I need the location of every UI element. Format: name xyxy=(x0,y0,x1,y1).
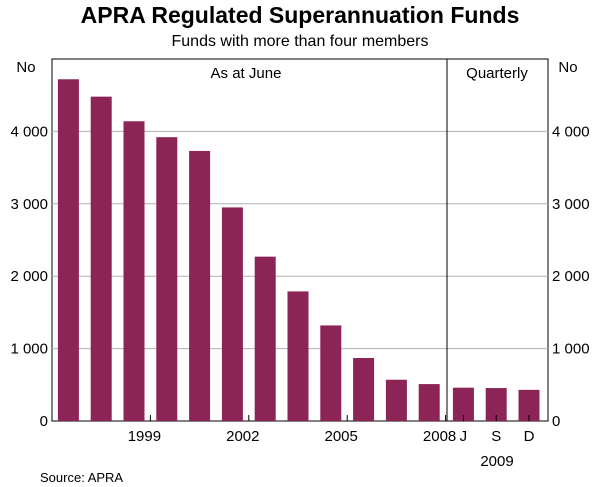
chart-title: APRA Regulated Superannuation Funds xyxy=(81,2,520,28)
bar-1998 xyxy=(90,96,112,421)
y-tick-label-right: 4 000 xyxy=(552,123,590,140)
axis-ticks: 0 0 1 000 1 000 2 000 2 000 3 000 3 000 4 000 4 0… xyxy=(10,123,589,445)
y-tick-label-right: 2 000 xyxy=(552,268,590,285)
x-tick-label-2002: 2002 xyxy=(226,428,259,445)
quarterly-year-label: 2009 xyxy=(480,453,513,470)
bars xyxy=(57,79,540,421)
bar-2006 xyxy=(353,358,375,421)
bar-1999 xyxy=(123,121,145,421)
bar-2000 xyxy=(156,137,178,421)
x-tick-label-J: J xyxy=(460,428,468,445)
source-note: Source: APRA xyxy=(40,470,123,485)
bar-2005 xyxy=(320,325,342,421)
x-tick-label-2008: 2008 xyxy=(423,428,456,445)
y-tick-label-left: 4 000 xyxy=(10,123,48,140)
y-axis-unit-left: No xyxy=(16,59,35,76)
bar-2002 xyxy=(221,207,243,421)
bar-J xyxy=(452,387,474,421)
y-tick-label-left: 0 xyxy=(40,413,48,430)
y-tick-label-right: 1 000 xyxy=(552,341,590,358)
y-tick-label-left: 2 000 xyxy=(10,268,48,285)
panel-label-quarterly: Quarterly xyxy=(466,65,528,82)
bar-2008 xyxy=(418,384,440,421)
x-tick-label-2005: 2005 xyxy=(325,428,358,445)
x-tick-label-S: S xyxy=(491,428,501,445)
y-axis-unit-right: No xyxy=(558,59,577,76)
bar-1997 xyxy=(57,79,79,421)
panel-label-annual: As at June xyxy=(211,65,282,82)
x-tick-label-D: D xyxy=(524,428,535,445)
chart-subtitle: Funds with more than four members xyxy=(172,33,429,50)
y-tick-label-right: 3 000 xyxy=(552,196,590,213)
bar-2004 xyxy=(287,291,309,421)
bar-2001 xyxy=(189,150,211,421)
bar-S xyxy=(485,388,507,421)
y-tick-label-right: 0 xyxy=(552,413,560,430)
bar-2003 xyxy=(254,256,276,421)
y-tick-label-left: 3 000 xyxy=(10,196,48,213)
y-tick-label-left: 1 000 xyxy=(10,341,48,358)
x-tick-label-1999: 1999 xyxy=(128,428,161,445)
bar-2007 xyxy=(385,379,407,421)
bar-D xyxy=(518,389,540,421)
